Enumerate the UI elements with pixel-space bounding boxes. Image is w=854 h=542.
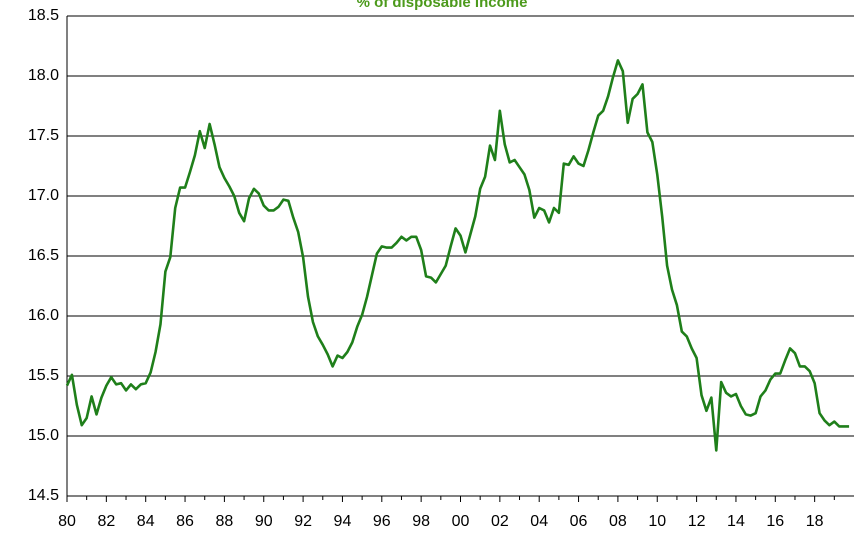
y-tick-label: 16.5	[28, 247, 59, 264]
y-tick-label: 18.5	[28, 7, 59, 24]
x-tick-label: 84	[137, 513, 155, 530]
y-tick-label: 16.0	[28, 307, 59, 324]
x-tick-label: 06	[570, 513, 588, 530]
x-tick-label: 90	[255, 513, 273, 530]
x-tick-label: 82	[97, 513, 115, 530]
chart-title: % of disposable income	[357, 0, 528, 11]
x-tick-label: 16	[766, 513, 784, 530]
y-tick-label: 15.5	[28, 367, 59, 384]
y-tick-label: 14.5	[28, 487, 59, 504]
x-tick-label: 86	[176, 513, 194, 530]
x-tick-label: 04	[530, 513, 548, 530]
y-tick-label: 18.0	[28, 67, 59, 84]
x-tick-label: 14	[727, 513, 745, 530]
y-tick-label: 15.0	[28, 427, 59, 444]
x-tick-label: 00	[452, 513, 470, 530]
x-tick-label: 18	[806, 513, 824, 530]
y-tick-label: 17.5	[28, 127, 59, 144]
x-tick-label: 02	[491, 513, 509, 530]
x-tick-label: 92	[294, 513, 312, 530]
x-tick-label: 98	[412, 513, 430, 530]
data-line	[65, 59, 850, 452]
x-tick-label: 10	[648, 513, 666, 530]
x-tick-label: 80	[58, 513, 76, 530]
x-tick-label: 96	[373, 513, 391, 530]
x-tick-label: 94	[334, 513, 352, 530]
x-tick-label: 08	[609, 513, 627, 530]
x-tick-label: 88	[216, 513, 234, 530]
y-tick-label: 17.0	[28, 187, 59, 204]
x-tick-label: 12	[688, 513, 706, 530]
